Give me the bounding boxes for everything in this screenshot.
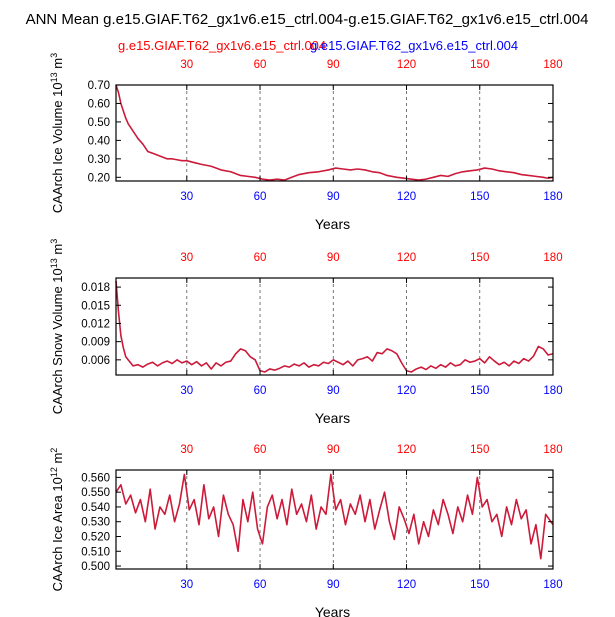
x-tick-label-bottom: 60 [254, 191, 267, 203]
x-tick-label-bottom: 120 [397, 385, 416, 397]
x-tick-label-bottom: 90 [327, 191, 340, 203]
y-tick-label: 0.550 [81, 487, 110, 499]
y-tick-label: 0.510 [81, 546, 110, 558]
plot-frame [115, 277, 554, 376]
y-axis-title-part: m [50, 244, 65, 258]
x-tick-label-top: 90 [327, 252, 340, 264]
x-tick-label-top: 30 [180, 252, 193, 264]
y-axis-title-part: CAArch Ice Area 10 [50, 477, 65, 591]
y-tick-label: 0.009 [81, 337, 110, 349]
y-axis-title-exponent: 3 [49, 239, 59, 244]
y-tick-label: 0.012 [81, 318, 110, 330]
x-axis-title: Years [315, 216, 350, 232]
y-axis-title-part: m [50, 58, 65, 72]
x-tick-label-bottom: 150 [470, 579, 489, 591]
legend-case2: g.e15.GIAF.T62_gx1v6.e15_ctrl.004 [310, 38, 518, 53]
y-axis-title-part: m [50, 453, 65, 467]
x-tick-label-top: 180 [543, 444, 562, 456]
y-axis-title-part: CAArch Snow Volume 10 [50, 268, 65, 414]
x-tick-label-bottom: 180 [543, 191, 562, 203]
y-tick-label: 0.006 [81, 355, 110, 367]
x-tick-label-bottom: 60 [254, 579, 267, 591]
y-tick-label: 0.540 [81, 502, 110, 514]
panel-3: 0.500 0.510 0.520 0.530 0.540 0.550 0.560 30 30 6… [49, 444, 563, 617]
panel-2: 0.006 0.009 0.012 0.015 0.018 30 30 60 60 90 90 120… [49, 239, 563, 426]
y-tick-label: 0.560 [81, 472, 110, 484]
y-tick-label: 0.520 [81, 531, 110, 543]
x-tick-label-top: 120 [397, 444, 416, 456]
y-tick-label: 0.50 [88, 117, 110, 129]
y-tick-label: 0.30 [88, 154, 110, 166]
y-tick-label: 0.40 [88, 135, 110, 147]
x-tick-label-top: 180 [543, 59, 562, 71]
y-tick-label: 0.20 [88, 172, 110, 184]
x-tick-label-bottom: 30 [180, 385, 193, 397]
plot-frame [115, 469, 554, 570]
x-tick-label-top: 120 [397, 59, 416, 71]
x-tick-label-top: 90 [327, 444, 340, 456]
x-tick-label-top: 60 [254, 252, 267, 264]
y-axis-title-part: CAArch Ice Volume 10 [50, 82, 65, 213]
x-tick-label-top: 60 [254, 59, 267, 71]
y-axis-title-exponent: 2 [49, 448, 59, 453]
x-tick-label-top: 150 [470, 59, 489, 71]
y-tick-label: 0.530 [81, 517, 110, 529]
y-axis-title: CAArch Snow Volume 1013 m3 [49, 239, 65, 414]
x-tick-label-top: 90 [327, 59, 340, 71]
x-tick-label-top: 30 [180, 59, 193, 71]
y-tick-label: 0.500 [81, 561, 110, 573]
y-tick-label: 0.018 [81, 282, 110, 294]
x-tick-label-bottom: 120 [397, 191, 416, 203]
y-axis-title-exponent: 13 [49, 258, 59, 268]
y-axis-title-exponent: 3 [49, 53, 59, 58]
x-axis-title: Years [315, 604, 350, 617]
plot-frame [115, 84, 554, 182]
x-tick-label-top: 60 [254, 444, 267, 456]
y-axis-title-exponent: 13 [49, 72, 59, 82]
panel-1: 0.20 0.30 0.40 0.50 0.60 0.70 30 30 60 60 90 90 120 1… [49, 53, 563, 232]
y-tick-label: 0.70 [88, 80, 110, 92]
y-axis-title: CAArch Ice Volume 1013 m3 [49, 53, 65, 213]
x-tick-label-bottom: 150 [470, 385, 489, 397]
x-tick-label-bottom: 120 [397, 579, 416, 591]
x-tick-label-bottom: 30 [180, 579, 193, 591]
x-axis-title: Years [315, 410, 350, 426]
x-tick-label-bottom: 90 [327, 385, 340, 397]
x-tick-label-top: 150 [470, 444, 489, 456]
x-tick-label-bottom: 30 [180, 191, 193, 203]
series-line [115, 280, 554, 373]
x-tick-label-bottom: 60 [254, 385, 267, 397]
x-tick-label-bottom: 90 [327, 579, 340, 591]
series-line [115, 84, 554, 181]
x-tick-label-top: 30 [180, 444, 193, 456]
legend-case1: g.e15.GIAF.T62_gx1v6.e15_ctrl.004 [118, 38, 326, 53]
y-axis-title-exponent: 12 [49, 467, 59, 477]
y-tick-label: 0.015 [81, 300, 110, 312]
x-tick-label-bottom: 180 [543, 579, 562, 591]
x-tick-label-top: 120 [397, 252, 416, 264]
series-line [115, 473, 554, 560]
x-tick-label-top: 180 [543, 252, 562, 264]
figure-title: ANN Mean g.e15.GIAF.T62_gx1v6.e15_ctrl.0… [26, 11, 589, 28]
y-axis-title: CAArch Ice Area 1012 m2 [49, 448, 65, 592]
x-tick-label-bottom: 180 [543, 385, 562, 397]
x-tick-label-top: 150 [470, 252, 489, 264]
y-tick-label: 0.60 [88, 98, 110, 110]
x-tick-label-bottom: 150 [470, 191, 489, 203]
